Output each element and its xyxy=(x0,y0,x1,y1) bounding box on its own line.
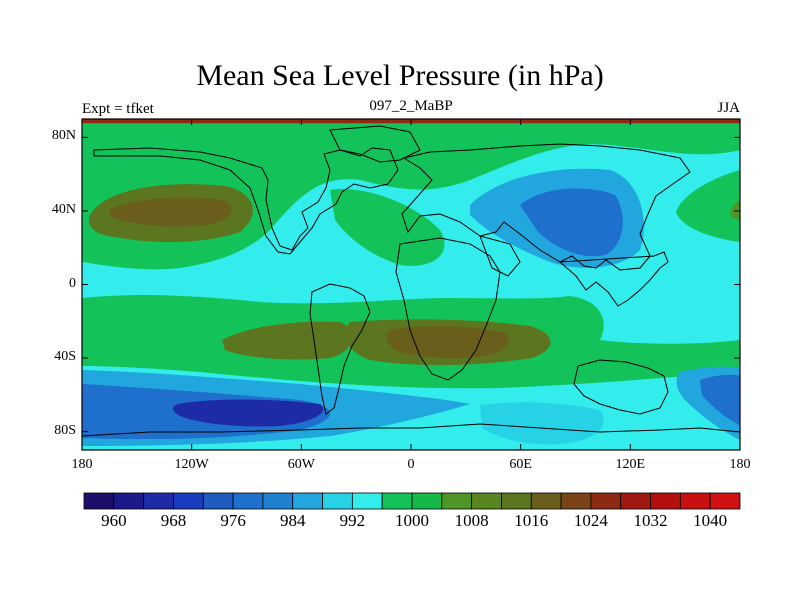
lat-tick-label: 80S xyxy=(54,422,76,438)
colorbar-swatch xyxy=(679,492,711,510)
pressure-region-north-pacific-core xyxy=(110,197,232,227)
coastline-greenland xyxy=(329,125,421,163)
colorbar-swatch xyxy=(322,492,353,510)
season-label: JJA xyxy=(717,100,740,116)
colorbar-swatch xyxy=(113,492,145,510)
colorbar-swatch xyxy=(441,492,473,510)
lon-tick-label: 60W xyxy=(287,457,315,472)
lon-tick-label: 180 xyxy=(71,457,93,472)
lat-tick-label: 0 xyxy=(69,275,76,291)
coastline-australia xyxy=(573,359,669,415)
lat-tick-label: 40S xyxy=(54,349,76,365)
colorbar-level-label: 992 xyxy=(339,511,366,530)
colorbar-level-label: 960 xyxy=(101,511,127,530)
colorbar-level-label: 1040 xyxy=(693,511,728,530)
colorbar-level-label: 968 xyxy=(160,511,187,530)
map-tickmarks xyxy=(81,119,741,450)
coastline-africa xyxy=(395,237,501,381)
colorbar-swatch xyxy=(292,492,323,510)
colorbar-level-label: 1000 xyxy=(395,511,429,530)
pressure-region-north-atlantic xyxy=(330,189,445,266)
lat-tick-label: 80N xyxy=(51,128,76,144)
colorbar-level-label: 1008 xyxy=(454,511,489,530)
coastline-south-america xyxy=(309,283,371,415)
colorbar-swatch xyxy=(650,492,681,510)
lon-tick-label: 120W xyxy=(174,457,209,472)
colorbar-level-label: 984 xyxy=(279,511,306,530)
colorbar xyxy=(83,492,741,510)
pressure-region-south-high-west xyxy=(222,321,353,360)
colorbar-swatch xyxy=(202,492,234,510)
colorbar-swatch xyxy=(381,492,413,510)
colorbar-swatch xyxy=(83,492,115,510)
pressure-region-north-band xyxy=(82,119,740,270)
colorbar-swatch xyxy=(471,492,502,510)
colorbar-level-label: 976 xyxy=(220,511,246,530)
colorbar-swatch xyxy=(560,492,592,510)
colorbar-level-label: 1016 xyxy=(514,511,549,530)
coastline-europe-asia xyxy=(401,143,691,271)
coastline-antarctica xyxy=(82,423,740,450)
colorbar-swatch xyxy=(620,492,651,510)
lat-tick-label: 40N xyxy=(51,201,76,217)
coastline-india-se-asia xyxy=(558,251,669,307)
lon-tick-label: 120E xyxy=(615,457,646,472)
colorbar-swatch xyxy=(590,492,622,510)
pressure-region-asian-low-core xyxy=(520,188,623,257)
continent-outlines xyxy=(82,125,740,450)
colorbar-swatch xyxy=(351,492,383,510)
colorbar-swatch xyxy=(262,492,294,510)
pressure-region-east-pacific-core xyxy=(730,200,740,220)
colorbar-swatch xyxy=(501,492,532,510)
map-title: Mean Sea Level Pressure (in hPa) xyxy=(196,59,604,92)
pressure-region-antarctic-east-core xyxy=(700,374,740,425)
coastline-north-america xyxy=(93,147,399,255)
coastline-arabia xyxy=(479,235,521,277)
colorbar-swatch xyxy=(232,492,264,510)
colorbar-level-label: 1032 xyxy=(633,511,668,530)
colorbar-swatch xyxy=(709,492,741,510)
colorbar-level-label: 1024 xyxy=(573,511,608,530)
colorbar-swatch xyxy=(143,492,174,510)
lon-tick-label: 0 xyxy=(407,457,415,472)
pressure-region-indian-ocean xyxy=(480,402,604,445)
lon-tick-label: 180 xyxy=(729,457,751,472)
lon-tick-label: 60E xyxy=(509,457,532,472)
experiment-label: Expt = tfket xyxy=(82,101,154,117)
pressure-region-south-high-core xyxy=(386,326,509,359)
pressure-region-southern-ocean-core xyxy=(173,399,324,427)
run-label: 097_2_MaBP xyxy=(369,98,453,114)
colorbar-swatch xyxy=(530,492,562,510)
pressure-region-east-pacific xyxy=(676,170,740,242)
colorbar-swatch xyxy=(173,492,204,510)
colorbar-swatch xyxy=(411,492,443,510)
